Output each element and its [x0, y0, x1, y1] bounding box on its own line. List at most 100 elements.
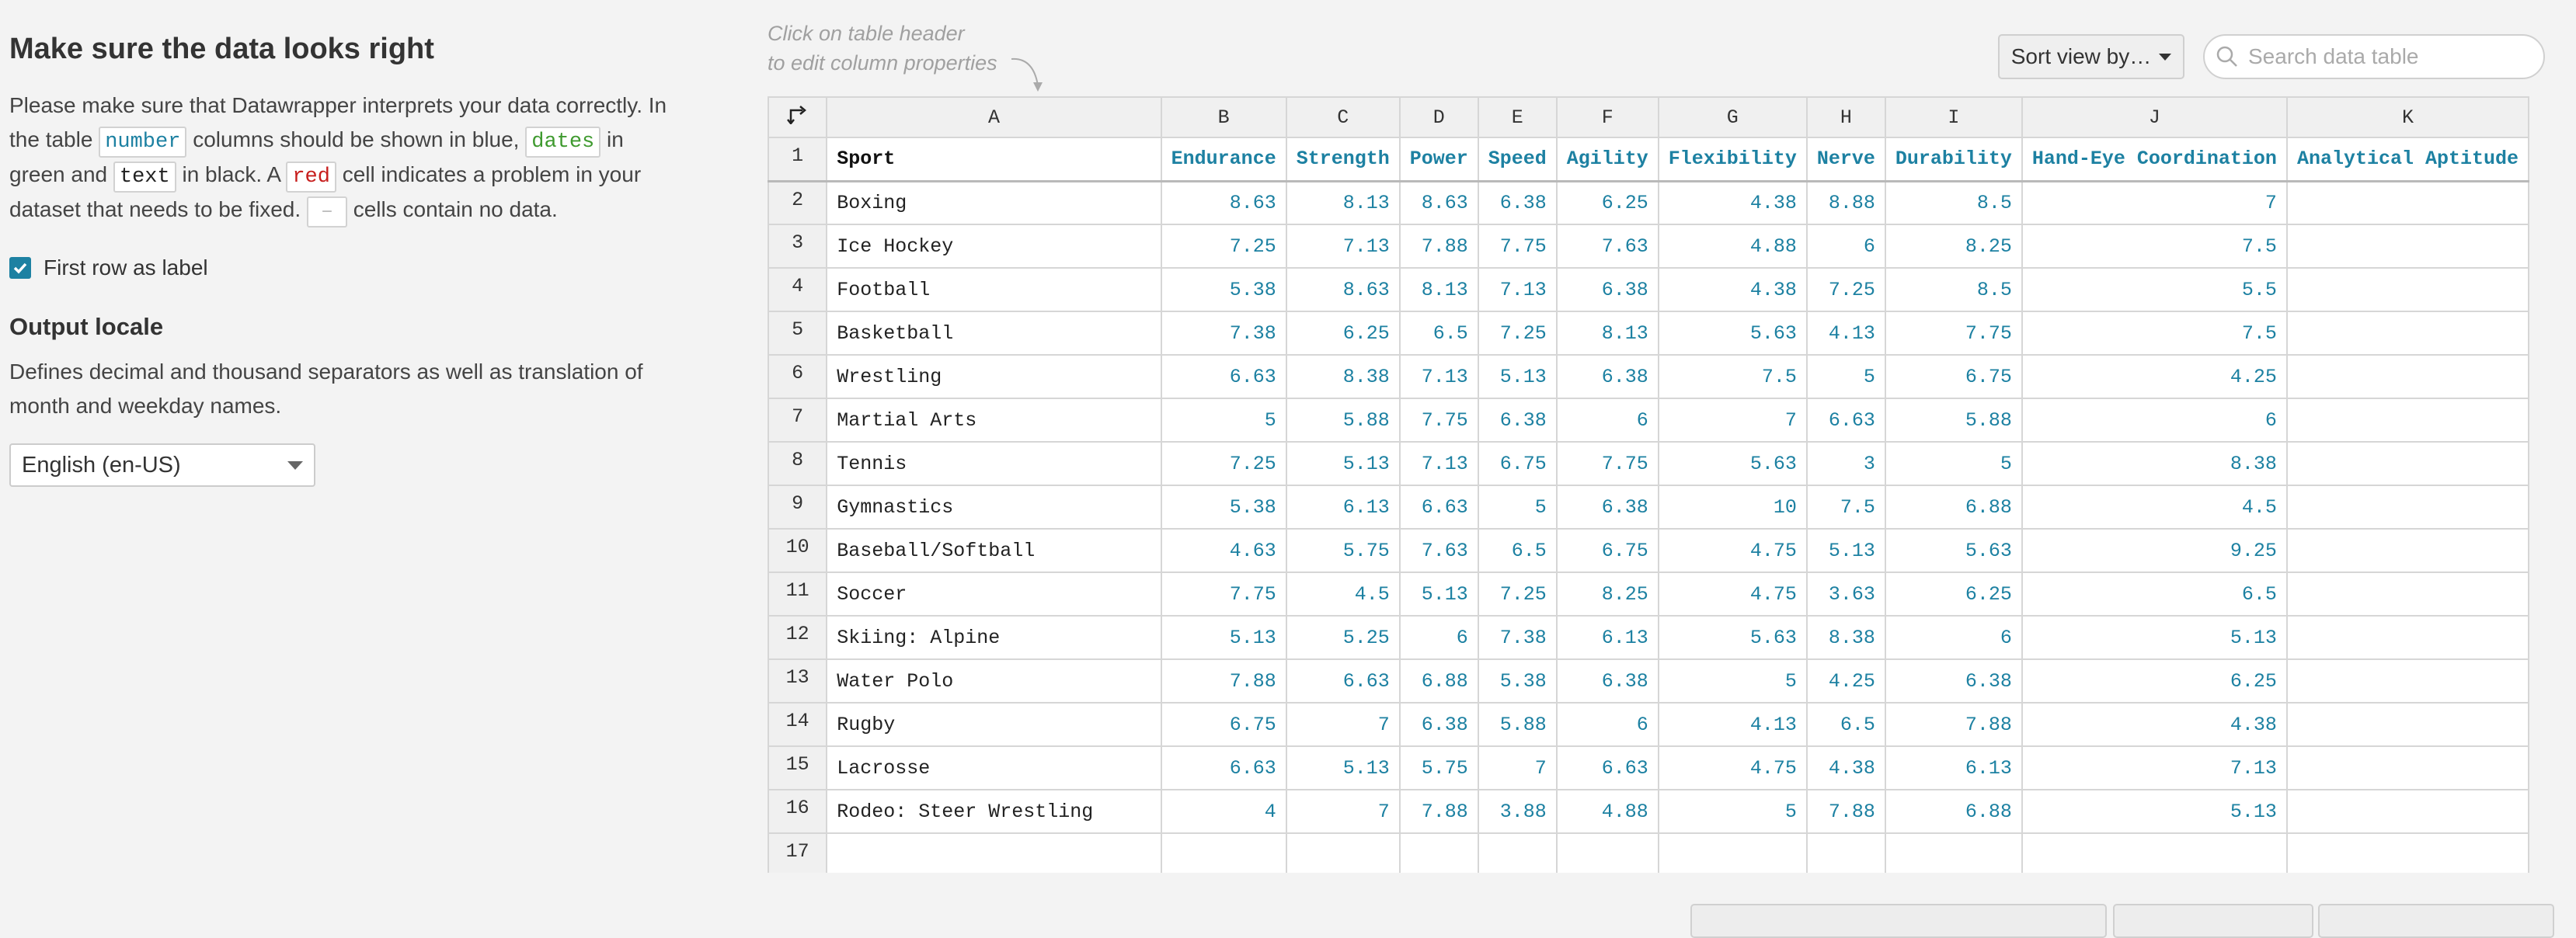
table-cell[interactable]: 6.63	[1555, 745, 1659, 790]
table-cell[interactable]: 5	[1884, 441, 2023, 486]
table-cell[interactable]: 6.63	[1805, 398, 1886, 443]
table-cell[interactable]	[2285, 485, 2529, 530]
column-label-cell[interactable]: Agility	[1555, 137, 1659, 182]
table-cell[interactable]: 8.25	[1555, 571, 1659, 617]
table-cell[interactable]: 6.38	[1555, 485, 1659, 530]
table-cell[interactable]: 6.13	[1285, 485, 1401, 530]
table-cell[interactable]: 4.63	[1160, 528, 1287, 573]
table-cell[interactable]: 8.13	[1285, 180, 1401, 225]
table-cell[interactable]: 7.5	[1657, 354, 1808, 399]
table-cell[interactable]: 5.75	[1398, 745, 1479, 790]
table-cell[interactable]: 5.63	[1657, 615, 1808, 660]
table-cell[interactable]: 5.13	[1805, 528, 1886, 573]
table-cell[interactable]: 5.88	[1884, 398, 2023, 443]
table-cell[interactable]: 4.75	[1657, 528, 1808, 573]
table-cell[interactable]	[2285, 354, 2529, 399]
table-cell[interactable]: 3.88	[1477, 789, 1558, 834]
column-header-k[interactable]: K	[2285, 96, 2529, 138]
column-label-cell[interactable]: Hand-Eye Coordination	[2021, 137, 2288, 182]
column-header-e[interactable]: E	[1477, 96, 1558, 138]
table-cell[interactable]	[2285, 615, 2529, 660]
table-cell[interactable]: 5	[1477, 485, 1558, 530]
table-cell[interactable]: 6.25	[1884, 571, 2023, 617]
table-cell[interactable]	[1657, 832, 1808, 873]
table-cell[interactable]: 5.75	[1285, 528, 1401, 573]
table-cell[interactable]: 6	[1884, 615, 2023, 660]
table-cell[interactable]: 7.25	[1477, 311, 1558, 356]
first-row-checkbox[interactable]	[9, 257, 31, 279]
search-box[interactable]	[2203, 34, 2545, 79]
table-cell[interactable]: Ice Hockey	[826, 224, 1162, 269]
table-cell[interactable]: 6.75	[1160, 702, 1287, 747]
column-label-cell[interactable]: Strength	[1285, 137, 1401, 182]
table-cell[interactable]: 4.25	[2021, 354, 2288, 399]
table-cell[interactable]: 8.38	[1805, 615, 1886, 660]
table-cell[interactable]: Tennis	[826, 441, 1162, 486]
search-input[interactable]	[2247, 43, 2529, 70]
table-cell[interactable]: 7.38	[1160, 311, 1287, 356]
table-cell[interactable]: 8.13	[1398, 267, 1479, 312]
table-cell[interactable]: 6.75	[1555, 528, 1659, 573]
table-cell[interactable]: 4.75	[1657, 571, 1808, 617]
table-cell[interactable]: 4.38	[1657, 180, 1808, 225]
column-label-cell[interactable]: Analytical Aptitude	[2285, 137, 2529, 182]
table-cell[interactable]: 4.38	[1657, 267, 1808, 312]
table-cell[interactable]: 7.63	[1398, 528, 1479, 573]
column-label-cell[interactable]: Sport	[826, 137, 1162, 182]
table-cell[interactable]: 6.38	[1555, 267, 1659, 312]
table-cell[interactable]: 6.88	[1884, 789, 2023, 834]
table-cell[interactable]: 8.25	[1884, 224, 2023, 269]
column-label-cell[interactable]: Flexibility	[1657, 137, 1808, 182]
table-cell[interactable]	[2285, 267, 2529, 312]
table-cell[interactable]	[2285, 398, 2529, 443]
table-cell[interactable]: 5.63	[1657, 311, 1808, 356]
table-cell[interactable]: 5.25	[1285, 615, 1401, 660]
table-cell[interactable]: 6.63	[1160, 354, 1287, 399]
table-cell[interactable]: 6.75	[1477, 441, 1558, 486]
table-cell[interactable]	[1884, 832, 2023, 873]
table-cell[interactable]	[2285, 571, 2529, 617]
table-cell[interactable]: 6.38	[1555, 658, 1659, 704]
table-cell[interactable]: 6	[1398, 615, 1479, 660]
table-cell[interactable]: 5.38	[1477, 658, 1558, 704]
column-header-i[interactable]: I	[1884, 96, 2023, 138]
table-cell[interactable]: Skiing: Alpine	[826, 615, 1162, 660]
table-cell[interactable]	[1477, 832, 1558, 873]
column-header-j[interactable]: J	[2021, 96, 2288, 138]
table-cell[interactable]: 7.5	[1805, 485, 1886, 530]
table-cell[interactable]: 6.25	[2021, 658, 2288, 704]
table-cell[interactable]: 5.13	[1477, 354, 1558, 399]
table-cell[interactable]: 8.63	[1285, 267, 1401, 312]
table-cell[interactable]: 5.38	[1160, 267, 1287, 312]
table-cell[interactable]	[2285, 311, 2529, 356]
column-label-cell[interactable]: Speed	[1477, 137, 1558, 182]
table-cell[interactable]: 10	[1657, 485, 1808, 530]
table-cell[interactable]	[2285, 658, 2529, 704]
table-cell[interactable]: 6.63	[1398, 485, 1479, 530]
table-cell[interactable]: 5.38	[1160, 485, 1287, 530]
table-cell[interactable]: 6	[1805, 224, 1886, 269]
table-cell[interactable]: 4.13	[1805, 311, 1886, 356]
table-cell[interactable]	[1160, 832, 1287, 873]
table-cell[interactable]: Rodeo: Steer Wrestling	[826, 789, 1162, 834]
table-cell[interactable]: 7.75	[1477, 224, 1558, 269]
table-cell[interactable]: 6.63	[1285, 658, 1401, 704]
table-cell[interactable]: 6.25	[1555, 180, 1659, 225]
column-header-c[interactable]: C	[1285, 96, 1401, 138]
table-cell[interactable]: 7.88	[1805, 789, 1886, 834]
table-cell[interactable]: 5.88	[1477, 702, 1558, 747]
table-cell[interactable]: 3	[1805, 441, 1886, 486]
table-cell[interactable]: 6.5	[1805, 702, 1886, 747]
column-header-d[interactable]: D	[1398, 96, 1479, 138]
table-cell[interactable]: 5.88	[1285, 398, 1401, 443]
column-header-h[interactable]: H	[1805, 96, 1886, 138]
table-cell[interactable]: 6.13	[1555, 615, 1659, 660]
table-cell[interactable]: Lacrosse	[826, 745, 1162, 790]
table-cell[interactable]: 6	[2021, 398, 2288, 443]
table-cell[interactable]: 7.88	[1398, 789, 1479, 834]
table-cell[interactable]: 5	[1805, 354, 1886, 399]
table-cell[interactable]: 6.38	[1477, 180, 1558, 225]
table-cell[interactable]: 7.38	[1477, 615, 1558, 660]
table-cell[interactable]: 7.5	[2021, 311, 2288, 356]
table-cell[interactable]	[2285, 789, 2529, 834]
